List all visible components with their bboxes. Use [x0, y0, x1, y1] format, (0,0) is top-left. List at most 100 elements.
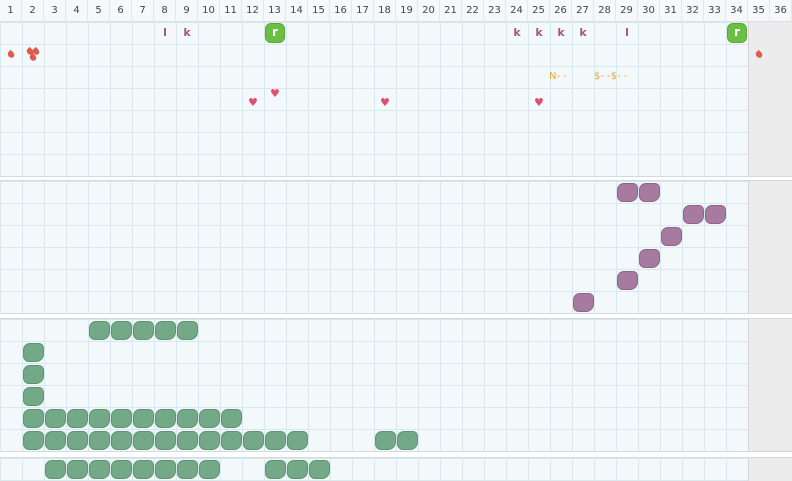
purple-tile[interactable]: [661, 227, 681, 245]
column-number: 2: [22, 0, 44, 22]
column-number: 32: [682, 0, 704, 22]
green-tile[interactable]: [23, 365, 43, 383]
column-number: 36: [770, 0, 792, 22]
column-number: 30: [638, 0, 660, 22]
column-number: 4: [66, 0, 88, 22]
green-tile[interactable]: [67, 460, 87, 478]
green-tile[interactable]: [67, 431, 87, 449]
track-grid[interactable]: [0, 22, 792, 176]
green-tile[interactable]: [375, 431, 395, 449]
column-number: 15: [308, 0, 330, 22]
green-tile[interactable]: [89, 321, 109, 339]
green-tile[interactable]: [221, 409, 241, 427]
column-number: 12: [242, 0, 264, 22]
green-tile[interactable]: [177, 431, 197, 449]
green-tile[interactable]: [89, 409, 109, 427]
track-grid[interactable]: [0, 181, 792, 313]
green-tile[interactable]: [155, 409, 175, 427]
green-tile[interactable]: [23, 343, 43, 361]
green-tile[interactable]: [199, 409, 219, 427]
green-tile[interactable]: [133, 460, 153, 478]
column-number: 16: [330, 0, 352, 22]
entity-label[interactable]: k: [535, 26, 543, 39]
column-number: 34: [726, 0, 748, 22]
purple-tile[interactable]: [573, 293, 593, 311]
purple-tile[interactable]: [705, 205, 725, 223]
heart-icon[interactable]: ♥: [270, 87, 280, 100]
green-tile[interactable]: [177, 321, 197, 339]
purple-tile[interactable]: [683, 205, 703, 223]
green-tile[interactable]: [265, 460, 285, 478]
green-tile[interactable]: [23, 431, 43, 449]
green-tile[interactable]: [265, 431, 285, 449]
green-tile[interactable]: [111, 431, 131, 449]
entity-label[interactable]: l: [625, 26, 629, 39]
green-tile[interactable]: [177, 409, 197, 427]
heart-icon[interactable]: ♥: [248, 96, 258, 109]
column-number: 31: [660, 0, 682, 22]
green-tile[interactable]: [23, 387, 43, 405]
green-tile[interactable]: [133, 321, 153, 339]
column-number: 19: [396, 0, 418, 22]
column-number: 18: [374, 0, 396, 22]
green-tile[interactable]: [177, 460, 197, 478]
column-number: 8: [154, 0, 176, 22]
green-tile[interactable]: [133, 431, 153, 449]
green-tile[interactable]: [287, 431, 307, 449]
purple-tile[interactable]: [639, 183, 659, 201]
column-number: 28: [594, 0, 616, 22]
purple-tile[interactable]: [617, 271, 637, 289]
green-tile[interactable]: [89, 431, 109, 449]
green-tile[interactable]: [199, 431, 219, 449]
entity-label[interactable]: k: [183, 26, 191, 39]
column-number: 7: [132, 0, 154, 22]
green-tile[interactable]: [111, 321, 131, 339]
disabled-columns: [748, 319, 792, 451]
column-number: 9: [176, 0, 198, 22]
entity-label[interactable]: l: [163, 26, 167, 39]
green-tile[interactable]: [45, 409, 65, 427]
green-tile[interactable]: [111, 460, 131, 478]
green-tile[interactable]: [67, 409, 87, 427]
column-number: 23: [484, 0, 506, 22]
entity-badge[interactable]: r: [728, 24, 746, 42]
green-tile[interactable]: [243, 431, 263, 449]
green-tile[interactable]: [397, 431, 417, 449]
green-tile[interactable]: [133, 409, 153, 427]
green-tile[interactable]: [155, 321, 175, 339]
entity-label[interactable]: k: [513, 26, 521, 39]
column-number: 26: [550, 0, 572, 22]
purple-tile[interactable]: [639, 249, 659, 267]
column-number: 1: [0, 0, 22, 22]
entity-label[interactable]: k: [579, 26, 587, 39]
green-tile[interactable]: [199, 460, 219, 478]
green-tile[interactable]: [45, 431, 65, 449]
entity-label[interactable]: k: [557, 26, 565, 39]
purple-tile[interactable]: [617, 183, 637, 201]
track-grid[interactable]: [0, 319, 792, 451]
column-number: 22: [462, 0, 484, 22]
heart-icon[interactable]: ♥: [380, 96, 390, 109]
green-tile[interactable]: [309, 460, 329, 478]
green-tile[interactable]: [287, 460, 307, 478]
track-grid[interactable]: [0, 458, 792, 481]
green-tile[interactable]: [23, 409, 43, 427]
green-tile[interactable]: [155, 460, 175, 478]
green-tile[interactable]: [111, 409, 131, 427]
track-separator: [0, 313, 792, 319]
column-number: 13: [264, 0, 286, 22]
green-tile[interactable]: [221, 431, 241, 449]
column-number: 24: [506, 0, 528, 22]
track-separator: [0, 451, 792, 458]
marker-label[interactable]: N- -: [549, 71, 567, 82]
column-number: 25: [528, 0, 550, 22]
green-tile[interactable]: [89, 460, 109, 478]
column-number: 6: [110, 0, 132, 22]
green-tile[interactable]: [45, 460, 65, 478]
marker-label[interactable]: $- -$- -: [594, 71, 628, 82]
track-separator: [0, 176, 792, 181]
heart-icon[interactable]: ♥: [534, 96, 544, 109]
green-tile[interactable]: [155, 431, 175, 449]
entity-badge[interactable]: r: [266, 24, 284, 42]
